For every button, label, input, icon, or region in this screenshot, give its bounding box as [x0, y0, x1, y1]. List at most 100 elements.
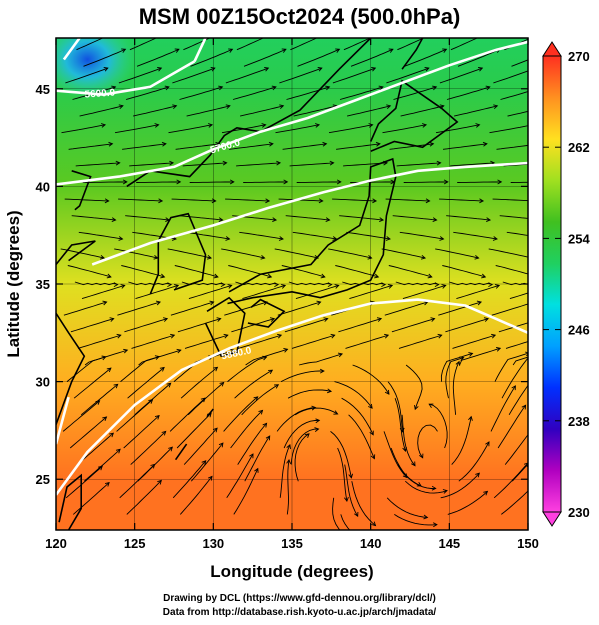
streamline-arrowhead	[344, 496, 349, 503]
streamline	[280, 370, 324, 383]
streamline	[62, 400, 100, 432]
streamline	[446, 86, 490, 100]
streamline-arrowhead	[164, 85, 170, 91]
streamline-arrowhead	[207, 123, 214, 128]
streamline	[232, 86, 277, 100]
colorbar-tick-label: 254	[568, 231, 590, 246]
streamline-arrowhead	[174, 48, 180, 53]
streamline-arrowhead	[521, 404, 527, 410]
streamline-arrowhead	[488, 282, 494, 287]
streamline-arrowhead	[474, 254, 480, 260]
contour-label: 5600.0	[84, 87, 116, 100]
streamline-arrowhead	[268, 369, 274, 375]
streamline	[399, 231, 444, 240]
streamline-arrowhead	[372, 198, 378, 204]
streamline-arrowhead	[336, 179, 342, 185]
coastline	[174, 443, 188, 461]
contour-5800	[91, 161, 528, 266]
streamline	[335, 265, 379, 278]
streamline-arrowhead	[158, 198, 164, 204]
streamline-arrowhead	[402, 446, 407, 452]
streamline	[76, 38, 104, 51]
streamline-arrowhead	[390, 179, 396, 185]
streamline	[429, 403, 448, 449]
streamline	[82, 181, 127, 183]
streamline-arrowhead	[381, 31, 385, 35]
streamline	[230, 410, 263, 449]
streamline-arrowhead	[218, 85, 224, 91]
streamline	[242, 284, 286, 300]
streamline	[512, 356, 528, 366]
streamline	[188, 284, 232, 300]
streamline-arrowhead	[174, 284, 180, 289]
streamline-arrowhead	[225, 236, 231, 241]
streamline	[297, 48, 340, 67]
streamline	[340, 514, 351, 530]
streamline	[84, 349, 128, 366]
streamline-arrowhead	[335, 48, 341, 53]
y-tick-label: 40	[36, 179, 50, 194]
streamline	[122, 143, 166, 150]
colorbar-tick-label: 262	[568, 140, 590, 155]
streamline-arrowhead	[218, 442, 224, 448]
streamline	[67, 265, 112, 278]
streamline	[221, 248, 265, 259]
streamline-arrowhead	[488, 31, 492, 35]
streamline	[132, 105, 177, 117]
streamline-arrowhead	[277, 333, 283, 339]
streamline	[390, 447, 422, 487]
streamline-arrowhead	[316, 300, 322, 306]
streamline	[70, 318, 114, 333]
streamline	[171, 198, 216, 202]
streamline-arrowhead	[371, 67, 377, 72]
streamline	[449, 281, 493, 286]
streamline-arrowhead	[329, 160, 335, 166]
streamline-arrowhead	[114, 31, 118, 35]
streamline-arrowhead	[432, 217, 438, 223]
streamline	[129, 38, 158, 51]
streamline-arrowhead	[118, 236, 124, 241]
streamline	[328, 248, 372, 259]
streamline	[507, 110, 528, 117]
streamline	[176, 412, 212, 449]
streamline	[83, 48, 126, 67]
streamline	[289, 162, 334, 167]
streamline	[283, 419, 320, 449]
streamline-arrowhead	[176, 179, 182, 185]
streamline-arrowhead	[262, 300, 268, 306]
streamline-arrowhead	[485, 441, 490, 447]
streamline	[243, 48, 287, 67]
coastline	[56, 312, 86, 425]
streamline	[229, 143, 273, 150]
streamline-arrowhead	[120, 284, 126, 289]
streamline	[69, 416, 107, 449]
streamline	[275, 124, 320, 134]
streamline-arrowhead	[432, 522, 438, 528]
streamline	[126, 480, 162, 515]
streamline	[71, 215, 116, 221]
streamline	[402, 284, 446, 300]
y-tick-label: 25	[36, 472, 50, 487]
coastline	[247, 298, 286, 328]
y-tick-label: 45	[36, 82, 50, 97]
streamline-arrowhead	[268, 141, 274, 147]
streamline	[348, 414, 375, 459]
streamline	[511, 59, 528, 67]
streamline-arrowhead	[374, 273, 380, 279]
streamline-arrowhead	[286, 458, 292, 464]
streamline-arrowhead	[421, 123, 428, 128]
streamline	[135, 284, 179, 300]
streamline	[391, 318, 435, 333]
chart-title: MSM 00Z15Oct2024 (500.0hPa)	[138, 4, 461, 29]
streamline-arrowhead	[325, 217, 331, 223]
streamline-arrowhead	[475, 472, 480, 478]
colorbar-tick-label: 238	[568, 414, 590, 429]
streamline-arrowhead	[113, 282, 119, 287]
streamline-arrowhead	[313, 254, 320, 260]
colorbar-under-triangle	[542, 511, 562, 527]
streamline-arrowhead	[425, 198, 431, 204]
streamline	[394, 398, 406, 452]
streamline	[351, 481, 376, 526]
streamline-arrowhead	[481, 273, 487, 279]
streamline-arrowhead	[434, 282, 440, 287]
